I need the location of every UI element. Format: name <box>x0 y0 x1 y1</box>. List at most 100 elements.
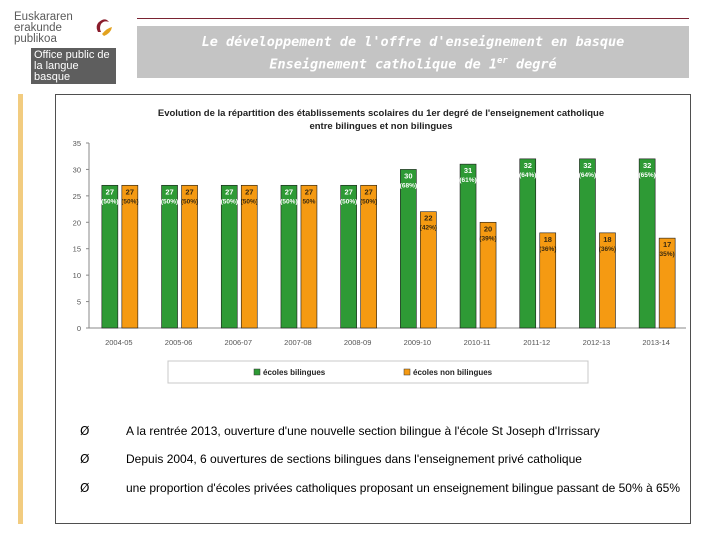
logo-text-line: Euskararen <box>14 11 73 23</box>
logo-french-label: Office public de la langue basque <box>31 48 116 84</box>
bar-bilingual <box>161 184 178 329</box>
page-title: Le développement de l'offre d'enseigneme… <box>137 26 689 78</box>
bar-non-bilingual <box>420 211 437 329</box>
data-label: 18 <box>603 235 611 244</box>
percent-label: (50%) <box>101 198 118 205</box>
bar-non-bilingual <box>479 221 497 329</box>
percent-label: (36%) <box>539 246 556 253</box>
bullet-text: une proportion d'écoles privées catholiq… <box>126 481 681 495</box>
x-tick-label: 2005-06 <box>165 338 193 347</box>
title-line-1: Le développement de l'offre d'enseigneme… <box>201 34 625 50</box>
y-tick-label: 15 <box>73 245 81 254</box>
percent-label: (50%) <box>241 198 258 205</box>
content-frame <box>55 94 691 524</box>
bar-non-bilingual <box>121 184 139 329</box>
bar-bilingual <box>459 163 477 329</box>
bar-bilingual <box>579 158 596 329</box>
logo-text-line: erakunde <box>14 22 62 34</box>
y-tick-label: 5 <box>77 298 81 307</box>
bar-bilingual <box>638 158 656 329</box>
percent-label: (50%) <box>280 198 297 205</box>
percent-label: (64%) <box>519 172 536 179</box>
legend-swatch <box>253 368 261 376</box>
sidebar-accent-bar <box>18 94 23 524</box>
percent-label: 50% <box>302 198 315 205</box>
data-label: 32 <box>643 161 651 170</box>
data-label: 32 <box>524 161 532 170</box>
data-label: 27 <box>126 187 134 196</box>
chart-title: entre bilingues et non bilingues <box>309 121 452 132</box>
logo-emblem-icon <box>96 19 112 36</box>
percent-label: 35%) <box>660 251 675 258</box>
bar-non-bilingual <box>300 184 318 329</box>
bar-non-bilingual <box>181 184 198 329</box>
y-tick-label: 25 <box>73 192 81 201</box>
data-label: 18 <box>544 235 552 244</box>
opbl-logo: Euskararen erakunde publikoa Office publ… <box>14 11 116 84</box>
y-tick-label: 10 <box>73 271 81 280</box>
percent-label: (36%) <box>599 246 616 253</box>
data-label: 27 <box>285 187 293 196</box>
plot-area <box>89 143 686 328</box>
data-label: 32 <box>583 161 591 170</box>
title-line-2-suffix: degré <box>507 56 557 73</box>
logo-label-line: la langue basque <box>34 60 79 83</box>
percent-label: (50%) <box>340 198 357 205</box>
logo-basque-text: Euskararen erakunde publikoa <box>14 11 73 45</box>
bar-chart: Evolution de la répartition des établiss… <box>58 99 690 391</box>
data-label: 22 <box>424 214 432 223</box>
x-tick-label: 2008-09 <box>344 338 372 347</box>
logo-label-line: Office public de <box>34 49 110 61</box>
title-superscript: er <box>496 56 508 66</box>
legend-label: écoles bilingues <box>263 368 326 377</box>
x-tick-label: 2007-08 <box>284 338 312 347</box>
percent-label: (65%) <box>638 172 655 179</box>
y-tick-label: 0 <box>77 324 81 333</box>
percent-label: (50%) <box>181 198 198 205</box>
x-tick-label: 2010-11 <box>464 338 491 347</box>
y-tick-label: 35 <box>73 139 81 148</box>
percent-label: (61%) <box>459 177 476 184</box>
y-tick-label: 30 <box>73 165 81 174</box>
bar-bilingual <box>519 158 537 329</box>
legend-box <box>167 360 589 384</box>
bar-bilingual <box>340 184 357 329</box>
x-tick-label: 2004-05 <box>105 338 133 347</box>
y-tick-label: 20 <box>73 218 81 227</box>
bar-non-bilingual <box>240 184 258 329</box>
percent-label: (42%) <box>420 225 437 232</box>
data-label: 17 <box>663 240 671 249</box>
bar-bilingual <box>280 184 298 329</box>
bar-non-bilingual <box>539 232 557 329</box>
x-tick-label: 2012-13 <box>583 338 611 347</box>
percent-label: (64%) <box>579 172 596 179</box>
title-line-2: Enseignement catholique de 1er degré <box>137 52 689 75</box>
legend-label: écoles non bilingues <box>413 368 493 377</box>
percent-label: (50%) <box>161 198 178 205</box>
data-label: 31 <box>464 166 472 175</box>
percent-label: (50%) <box>121 198 138 205</box>
x-tick-label: 2011-12 <box>523 338 550 347</box>
x-tick-label: 2006-07 <box>224 338 252 347</box>
bar-bilingual <box>220 184 238 329</box>
chart-title: Evolution de la répartition des établiss… <box>158 108 604 119</box>
bar-non-bilingual <box>360 184 377 329</box>
data-label: 27 <box>165 187 173 196</box>
percent-label: (50%) <box>221 198 238 205</box>
data-label: 27 <box>225 187 233 196</box>
data-label: 27 <box>185 187 193 196</box>
x-tick-label: 2009-10 <box>404 338 432 347</box>
title-line-2-text: Enseignement catholique de 1 <box>269 56 497 73</box>
logo-text-line: publikoa <box>14 33 57 45</box>
legend-swatch <box>403 368 411 376</box>
data-label: 27 <box>305 187 313 196</box>
bullet-text: Depuis 2004, 6 ouvertures de sections bi… <box>126 452 582 466</box>
bar-non-bilingual <box>599 232 616 329</box>
data-label: 30 <box>404 171 412 180</box>
data-label: 27 <box>344 187 352 196</box>
data-label: 27 <box>106 187 114 196</box>
bullet-arrow-icon: Ø <box>80 452 90 466</box>
bullet-arrow-icon: Ø <box>80 481 90 495</box>
bar-non-bilingual <box>658 237 676 329</box>
bullet-text: A la rentrée 2013, ouverture d'une nouve… <box>126 424 600 438</box>
